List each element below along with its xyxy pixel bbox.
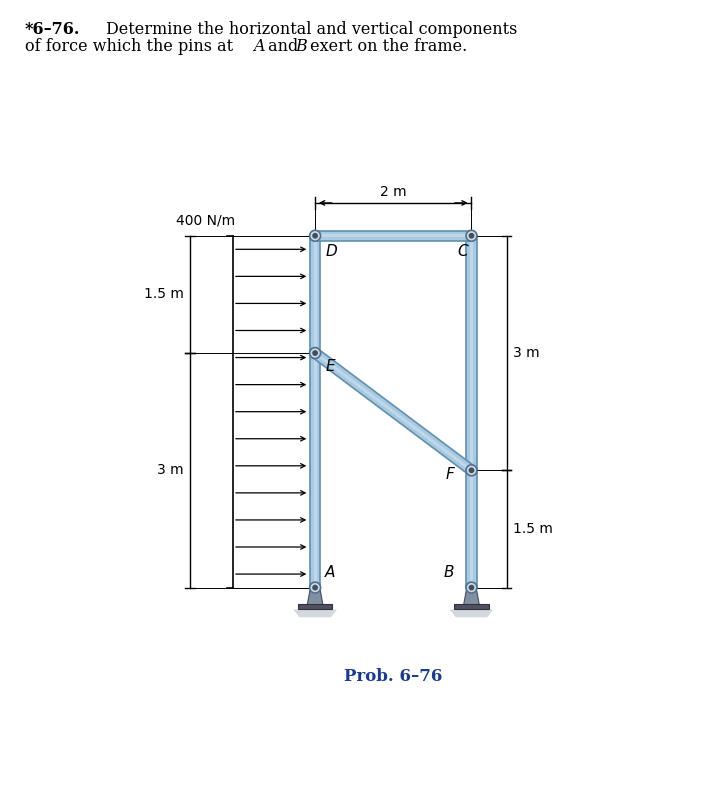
Circle shape (313, 234, 317, 238)
Text: 2 m: 2 m (380, 185, 406, 199)
Text: A: A (253, 38, 264, 55)
Circle shape (310, 348, 321, 359)
Polygon shape (312, 349, 475, 474)
Polygon shape (307, 588, 323, 605)
Text: A: A (326, 565, 336, 580)
Circle shape (466, 465, 477, 476)
Polygon shape (310, 236, 320, 588)
Polygon shape (315, 234, 471, 238)
Text: D: D (326, 244, 337, 259)
Text: Determine the horizontal and vertical components: Determine the horizontal and vertical co… (106, 21, 517, 37)
Circle shape (469, 234, 473, 238)
Polygon shape (315, 230, 471, 241)
Text: C: C (457, 244, 468, 259)
Circle shape (469, 468, 473, 473)
Text: E: E (326, 360, 335, 375)
Text: and: and (263, 38, 303, 55)
Text: exert on the frame.: exert on the frame. (305, 38, 467, 55)
Text: B: B (444, 565, 454, 580)
Circle shape (469, 585, 473, 590)
Text: 400 N/m: 400 N/m (176, 214, 235, 228)
Text: 1.5 m: 1.5 m (144, 287, 183, 302)
Text: B: B (295, 38, 306, 55)
Circle shape (466, 230, 477, 242)
Circle shape (313, 351, 317, 356)
Text: of force which the pins at: of force which the pins at (25, 38, 238, 55)
Polygon shape (450, 610, 493, 617)
Text: 3 m: 3 m (157, 463, 183, 478)
Text: 1.5 m: 1.5 m (513, 522, 553, 536)
Text: *6–76.: *6–76. (25, 21, 81, 37)
Bar (298, 604, 332, 610)
Circle shape (313, 585, 317, 590)
Polygon shape (313, 236, 316, 588)
Polygon shape (470, 236, 473, 588)
Polygon shape (314, 352, 473, 471)
Text: F: F (446, 466, 454, 482)
Circle shape (310, 230, 321, 242)
Polygon shape (293, 610, 337, 617)
Polygon shape (463, 588, 479, 605)
Circle shape (310, 582, 321, 593)
Bar (454, 604, 488, 610)
Text: 3 m: 3 m (513, 346, 540, 360)
Text: Prob. 6–76: Prob. 6–76 (344, 668, 443, 685)
Polygon shape (466, 236, 476, 588)
Circle shape (466, 582, 477, 593)
